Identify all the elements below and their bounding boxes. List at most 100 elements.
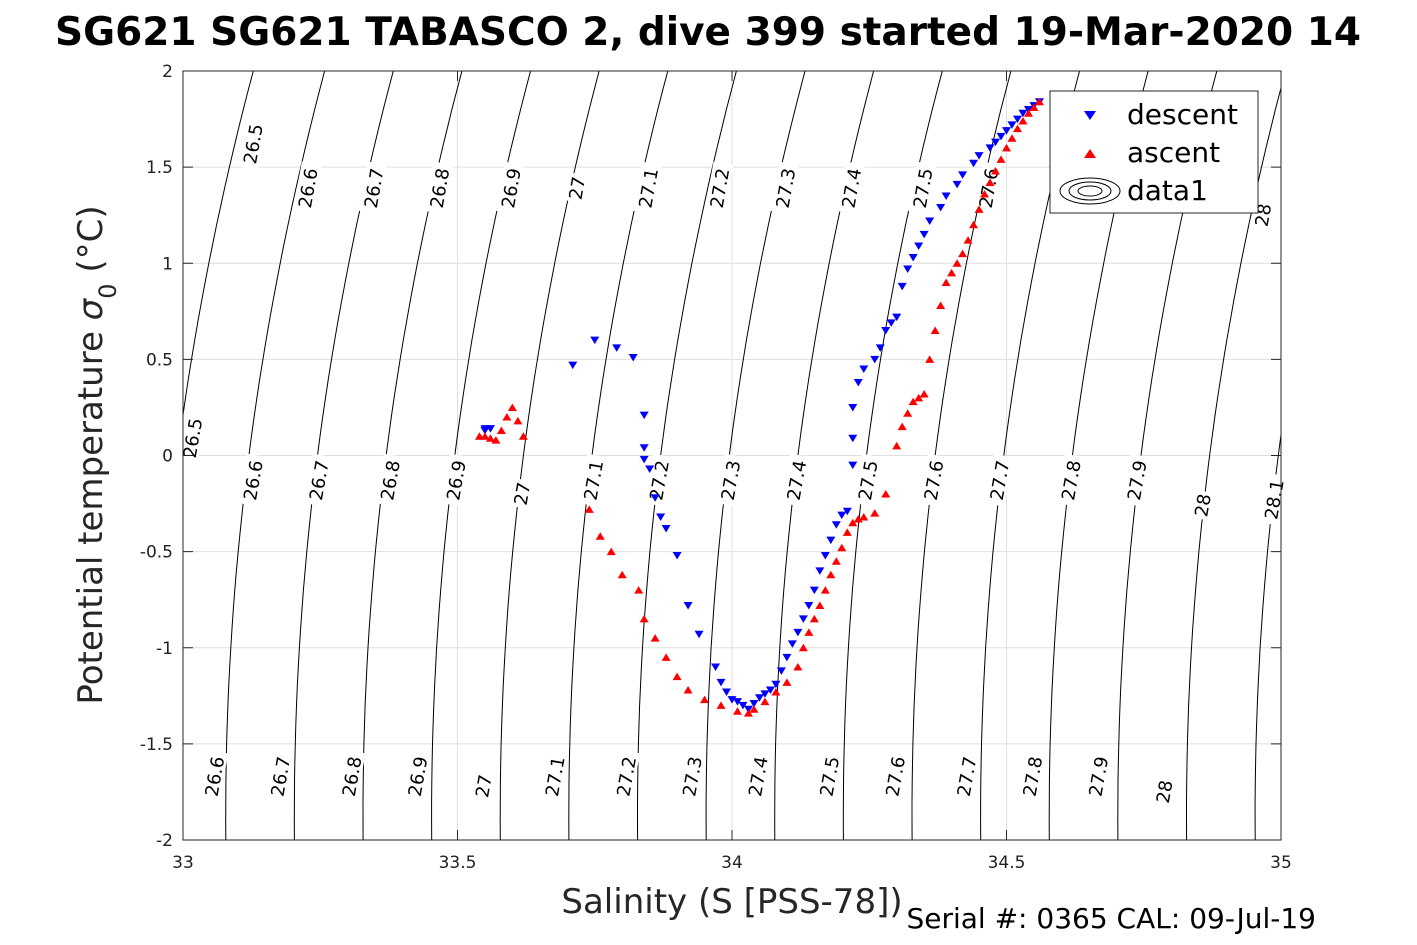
contour-label: 27.8	[1017, 749, 1047, 803]
ascent-point	[672, 672, 682, 681]
descent-point	[771, 680, 781, 689]
ascent-point	[661, 653, 671, 661]
descent-point	[969, 159, 979, 168]
descent-point	[754, 694, 764, 702]
ascent-point	[743, 709, 753, 717]
ascent-point	[991, 166, 1001, 175]
ascent-point	[1018, 116, 1028, 125]
legend-contour-icon	[1059, 177, 1121, 205]
descent-point	[645, 465, 655, 473]
contour-label-bg	[908, 161, 937, 215]
ascent-point	[974, 205, 984, 213]
descent-point	[480, 427, 490, 435]
descent-point	[831, 521, 841, 529]
x-axis-label: Salinity (S [PSS-78])	[561, 882, 902, 922]
ascent-point	[617, 570, 627, 579]
descent-point	[683, 601, 693, 610]
contour-label-text: 28	[1153, 779, 1178, 805]
ascent-point	[925, 355, 935, 363]
descent-point	[1018, 109, 1028, 118]
isopycnal-26.5	[183, 71, 254, 419]
x-tick-label: 35	[1270, 853, 1292, 873]
ascent-point	[513, 416, 523, 425]
y-axis-label: Potential temperature σ0 (°C)	[71, 205, 122, 704]
x-tick-label: 33.5	[439, 853, 477, 873]
descent-point	[776, 667, 786, 675]
ascent-point	[1034, 97, 1044, 106]
descent-point	[798, 615, 808, 623]
descent-point	[848, 461, 858, 470]
contour-label-bg	[337, 749, 366, 803]
legend-descent-marker	[1084, 111, 1096, 120]
descent-point	[952, 180, 962, 189]
descent-point	[991, 138, 1001, 147]
ascent-point	[804, 628, 814, 636]
ascent-point	[947, 268, 957, 277]
descent-point	[782, 653, 792, 662]
contour-label-bg	[470, 770, 496, 802]
contour-label-text: 27	[472, 773, 497, 799]
ascent-point	[969, 220, 979, 229]
ascent-point	[958, 249, 968, 258]
descent-point	[804, 601, 814, 610]
contour-label: 28	[1151, 776, 1178, 808]
descent-point	[656, 513, 666, 522]
contour-label-bg	[199, 749, 229, 803]
contour-label-bg	[238, 453, 267, 507]
x-tick-label: 33	[172, 853, 194, 873]
descent-point	[650, 494, 660, 502]
descent-point	[639, 444, 649, 452]
contour-label-bg	[359, 161, 388, 215]
contour-label-bg	[1151, 776, 1177, 808]
ascent-point	[639, 614, 649, 623]
ascent-point	[941, 278, 951, 286]
descent-point	[897, 282, 907, 291]
contour-label-bg	[1083, 749, 1113, 803]
serial-cal-footer: Serial #: 0365 CAL: 09-Jul-19	[906, 902, 1316, 935]
contour-label-text: 27	[565, 175, 590, 201]
contour-label-bg	[973, 161, 1003, 215]
descent-point	[661, 525, 671, 533]
descent-point	[672, 551, 682, 560]
ascent-point	[749, 705, 759, 713]
descent-point	[985, 144, 995, 152]
ascent-point	[980, 190, 990, 198]
ascent-point	[518, 432, 528, 440]
contour-label-bg	[265, 749, 295, 803]
contour-label-bg	[424, 161, 454, 215]
descent-point	[485, 425, 495, 433]
ascent-point	[700, 695, 710, 704]
y-tick-label: -1	[156, 639, 173, 659]
contour-label-bg	[611, 749, 640, 803]
ascent-point	[963, 236, 973, 244]
contour-label-bg	[1017, 749, 1047, 803]
contour-label-bg	[770, 161, 800, 215]
contour-label-bg	[496, 161, 525, 215]
descent-point	[914, 242, 924, 250]
descent-point	[716, 678, 726, 687]
descent-point	[941, 192, 951, 200]
contour-label-bg	[304, 453, 333, 507]
descent-point	[628, 353, 638, 362]
descent-point	[908, 253, 918, 262]
contour-label-bg	[578, 453, 608, 507]
contour-label-bg	[633, 161, 662, 215]
ascent-point	[826, 570, 836, 579]
descent-point	[1012, 115, 1022, 124]
contour-label-bg	[509, 478, 534, 510]
ascent-point	[952, 259, 962, 267]
ascent-point	[881, 489, 891, 498]
ascent-point	[716, 701, 726, 709]
contour-label: 27	[470, 770, 497, 802]
contour-label-bg	[781, 453, 811, 507]
contour-label: 26.9	[441, 453, 471, 507]
ascent-point	[507, 403, 517, 411]
ascent-point	[606, 547, 616, 556]
contour-label-text: 28	[1191, 492, 1216, 518]
ascent-point	[831, 557, 841, 565]
descent-point	[936, 203, 946, 212]
contour-label-text: 27	[511, 481, 536, 507]
descent-point	[793, 628, 803, 637]
ascent-point	[848, 518, 858, 527]
